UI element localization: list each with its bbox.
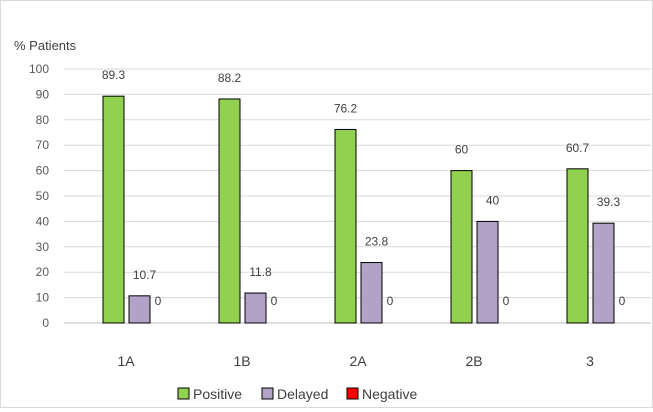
y-tick-label: 10 — [36, 291, 50, 305]
y-tick-label: 30 — [36, 240, 50, 254]
bar-delayed — [128, 295, 151, 324]
data-label: 0 — [503, 294, 510, 308]
data-label: 89.3 — [102, 68, 126, 82]
data-label: 60.7 — [566, 141, 590, 155]
data-label: 0 — [271, 294, 278, 308]
y-tick-label: 100 — [29, 62, 49, 76]
bar-delayed — [244, 292, 267, 324]
legend-label-delayed: Delayed — [277, 386, 328, 402]
data-label: 0 — [387, 294, 394, 308]
bar-positive — [218, 98, 241, 324]
y-tick-label: 70 — [36, 138, 50, 152]
y-tick-label: 60 — [36, 164, 50, 178]
y-tick-label: 0 — [42, 316, 49, 330]
y-tick-label: 20 — [36, 265, 50, 279]
y-tick-label: 80 — [36, 113, 50, 127]
data-label: 40 — [486, 193, 500, 207]
x-tick-labels: 1A 1B 2A 2B 3 — [117, 353, 594, 369]
gridlines — [64, 68, 651, 324]
y-tick-labels: 0 10 20 30 40 50 60 70 80 90 100 — [29, 62, 49, 330]
y-tick-label: 90 — [36, 87, 50, 101]
bar-positive — [566, 168, 589, 324]
bar-positive — [102, 95, 125, 324]
legend-swatch-negative — [346, 387, 359, 400]
x-tick-label: 1B — [233, 353, 250, 369]
data-label: 88.2 — [218, 71, 242, 85]
y-tick-label: 40 — [36, 214, 50, 228]
legend-label-negative: Negative — [362, 386, 417, 402]
data-label: 60 — [455, 143, 469, 157]
data-labels: 89.3 10.7 0 88.2 11.8 0 76.2 23.8 0 60 40 0 60.7 39.3… — [102, 68, 626, 308]
data-label: 11.8 — [249, 265, 272, 279]
legend: Positive Delayed Negative — [177, 386, 417, 402]
y-tick-label: 50 — [36, 189, 50, 203]
data-label: 10.7 — [133, 268, 157, 282]
legend-swatch-delayed — [261, 387, 274, 400]
legend-swatch-positive — [177, 387, 190, 400]
data-label: 0 — [619, 294, 626, 308]
data-label: 76.2 — [334, 101, 358, 115]
bars — [102, 95, 615, 324]
x-tick-label: 1A — [117, 353, 135, 369]
bar-delayed — [476, 220, 499, 324]
legend-label-positive: Positive — [193, 386, 242, 402]
data-label: 0 — [155, 294, 162, 308]
bar-positive — [450, 170, 473, 324]
x-tick-label: 2A — [349, 353, 367, 369]
data-label: 39.3 — [597, 195, 621, 209]
x-tick-label: 3 — [586, 353, 594, 369]
bar-positive — [334, 128, 357, 324]
bar-delayed — [360, 262, 383, 324]
data-label: 23.8 — [365, 235, 389, 249]
x-tick-label: 2B — [465, 353, 482, 369]
y-axis-title: % Patients — [14, 38, 77, 53]
bar-delayed — [592, 222, 615, 324]
